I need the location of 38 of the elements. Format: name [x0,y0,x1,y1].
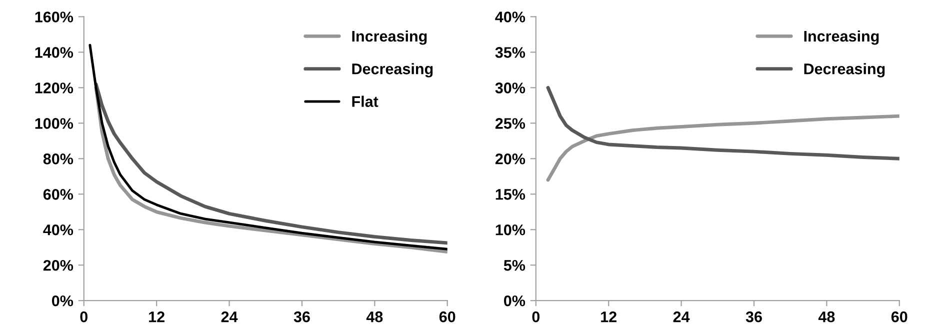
y-tick-label: 30% [495,82,526,94]
legend-label: Decreasing [352,63,433,78]
y-tick-label: 160% [35,12,74,22]
y-tick-label: 20% [495,154,526,164]
x-tick-label: 24 [221,311,238,322]
legend-label: Increasing [352,30,427,45]
x-tick-label: 0 [532,311,540,322]
y-tick-label: 0% [504,295,526,306]
y-tick-label: 40% [43,224,74,236]
x-tick-label: 12 [149,311,164,322]
y-tick-label: 10% [496,224,526,236]
line-series [88,44,448,250]
x-tick-label: 60 [891,311,908,322]
legend-label: Increasing [804,30,879,45]
y-tick-label: 5% [504,260,526,271]
y-tick-label: 80% [43,154,74,164]
y-tick-label: 15% [496,189,526,200]
y-tick-label: 35% [495,47,526,58]
line-series [546,114,900,182]
legend-label: Flat [352,96,378,107]
x-tick-label: 24 [673,311,690,322]
x-tick-label: 36 [746,311,762,322]
y-tick-label: 120% [35,82,74,94]
y-tick-label: 140% [35,47,74,58]
x-tick-label: 48 [366,311,383,322]
x-tick-label: 0 [80,311,88,322]
y-tick-label: 60% [43,189,74,200]
legend-label: Decreasing [804,63,885,78]
y-tick-label: 40% [495,12,526,22]
x-tick-label: 36 [294,311,310,322]
x-tick-label: 48 [818,311,835,322]
y-tick-label: 100% [35,118,74,129]
y-tick-label: 20% [43,260,74,271]
y-tick-label: 25% [495,118,526,129]
x-tick-label: 60 [439,311,456,322]
x-tick-label: 12 [601,311,616,322]
line-series [546,86,900,160]
y-tick-label: 0% [52,295,74,306]
